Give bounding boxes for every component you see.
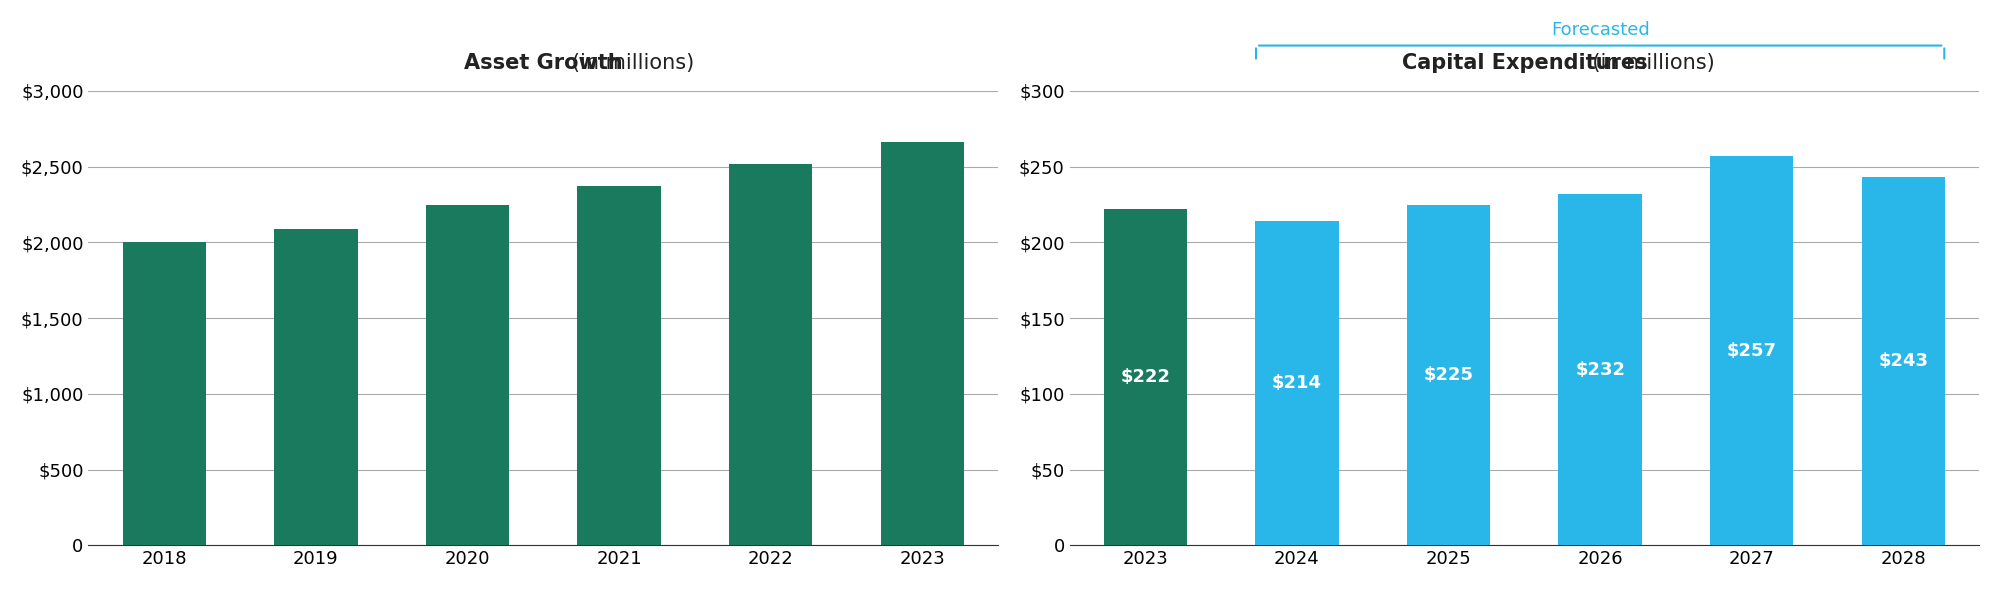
- Bar: [880, 143, 964, 545]
- Bar: [1710, 156, 1794, 545]
- Text: Asset Growth: Asset Growth: [464, 53, 622, 73]
- Text: $214: $214: [1272, 374, 1322, 392]
- Text: $222: $222: [1120, 368, 1170, 386]
- Text: $257: $257: [1726, 342, 1776, 360]
- Text: (in millions): (in millions): [1334, 53, 1714, 73]
- Text: Capital Expenditures: Capital Expenditures: [1402, 53, 1648, 73]
- Bar: [1558, 194, 1642, 545]
- Bar: [728, 164, 812, 545]
- Bar: [1406, 204, 1490, 545]
- Text: $243: $243: [1878, 352, 1928, 370]
- Bar: [1104, 209, 1188, 545]
- Text: (in millions): (in millions): [392, 53, 694, 73]
- Bar: [122, 243, 206, 545]
- Bar: [1862, 177, 1946, 545]
- Bar: [274, 229, 358, 545]
- Bar: [578, 186, 660, 545]
- Bar: [1256, 221, 1338, 545]
- Text: $232: $232: [1576, 360, 1626, 379]
- Bar: [426, 204, 510, 545]
- Text: $225: $225: [1424, 366, 1474, 384]
- Text: Forecasted: Forecasted: [1550, 21, 1650, 39]
